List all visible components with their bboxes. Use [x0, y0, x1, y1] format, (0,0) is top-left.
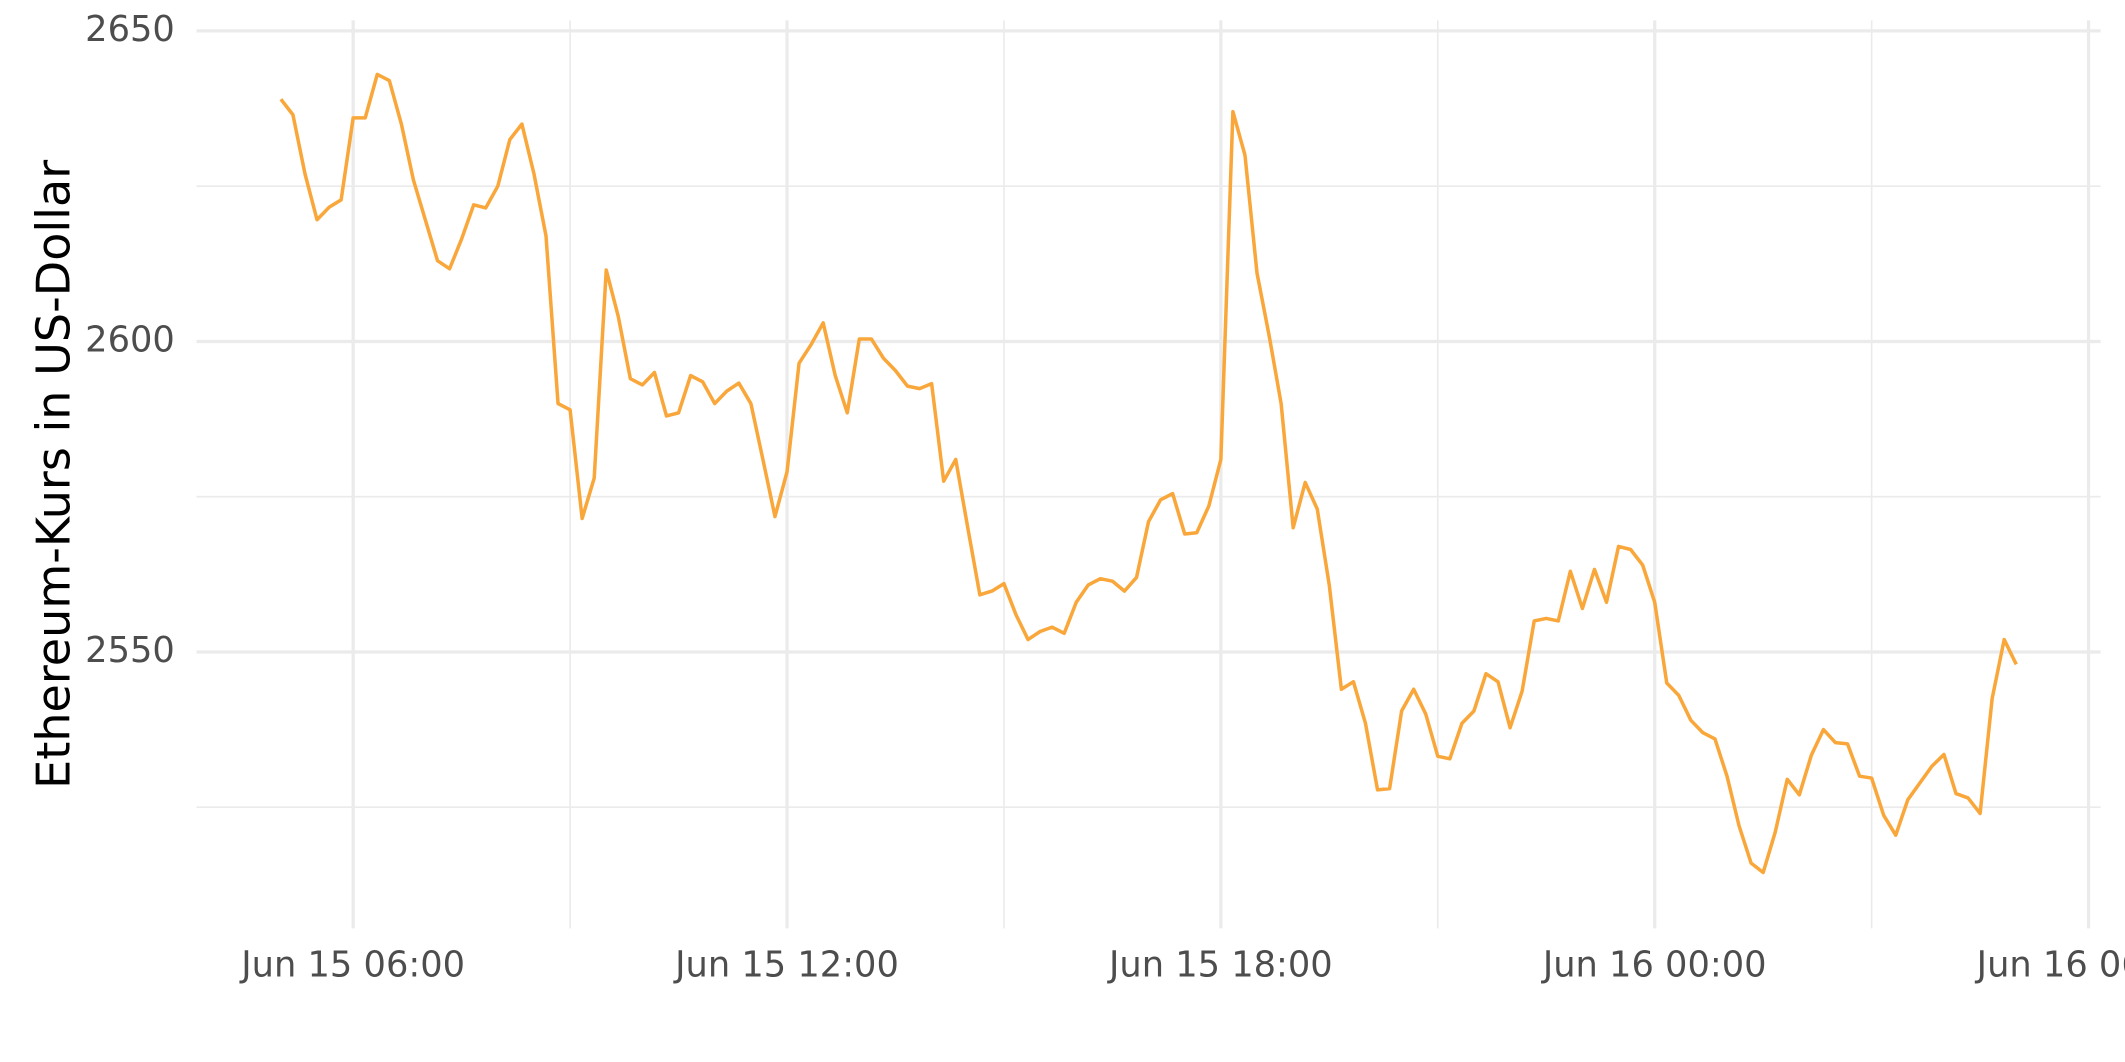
x-tick-label: Jun 15 12:00	[673, 944, 899, 985]
x-tick-label: Jun 15 18:00	[1107, 944, 1333, 985]
y-tick-label: 2650	[85, 9, 175, 50]
y-tick-label: 2550	[85, 630, 175, 671]
x-tick-label: Jun 15 06:00	[239, 944, 465, 985]
price-line	[279, 72, 2018, 875]
x-tick-label: Jun 16 06:00	[1975, 944, 2125, 985]
x-tick-label: Jun 16 00:00	[1541, 944, 1767, 985]
y-axis-title: Ethereum-Kurs in US-Dollar	[26, 160, 80, 789]
y-tick-label: 2600	[85, 319, 175, 360]
